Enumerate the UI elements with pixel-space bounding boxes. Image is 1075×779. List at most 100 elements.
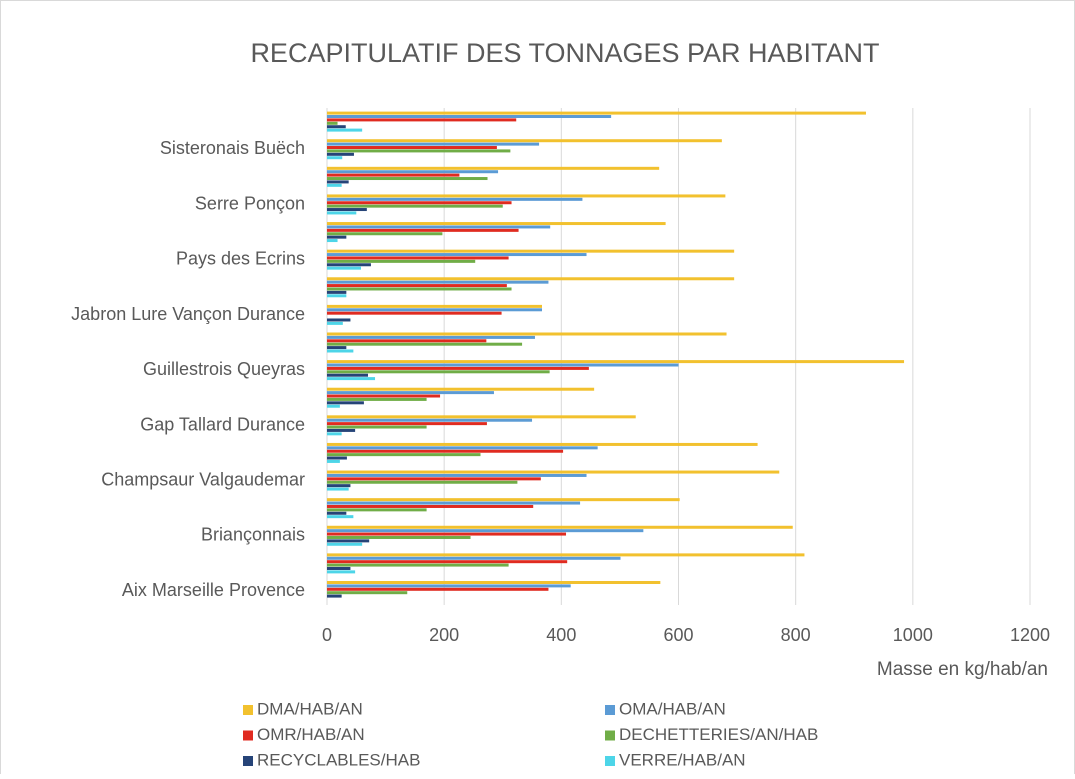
bar bbox=[327, 287, 512, 291]
bar bbox=[327, 587, 549, 591]
bar bbox=[327, 239, 338, 243]
bar bbox=[327, 584, 571, 588]
bar bbox=[327, 197, 583, 201]
bar bbox=[327, 473, 587, 477]
legend-label: OMR/HAB/AN bbox=[257, 725, 365, 744]
bar bbox=[327, 591, 408, 595]
bar bbox=[327, 470, 780, 474]
bar bbox=[327, 553, 805, 557]
x-axis-label: Masse en kg/hab/an bbox=[877, 659, 1048, 680]
bar bbox=[327, 349, 354, 353]
bar bbox=[327, 580, 661, 584]
bar bbox=[327, 442, 758, 446]
bar bbox=[327, 256, 509, 260]
bar bbox=[327, 404, 340, 408]
bar bbox=[327, 570, 356, 574]
bar bbox=[327, 121, 338, 125]
bar bbox=[327, 498, 680, 502]
bar bbox=[327, 115, 612, 119]
bar bbox=[327, 284, 507, 288]
bar bbox=[327, 432, 342, 436]
bar bbox=[327, 228, 519, 232]
bar bbox=[327, 532, 567, 536]
bar bbox=[327, 504, 534, 508]
bar bbox=[327, 201, 512, 205]
y-tick-label: Aix Marseille Provence bbox=[122, 580, 305, 600]
bar bbox=[327, 425, 427, 429]
bar bbox=[327, 304, 543, 308]
bar bbox=[327, 360, 905, 364]
bar bbox=[327, 449, 564, 453]
bar bbox=[327, 387, 595, 391]
legend-swatch bbox=[605, 730, 615, 741]
bar bbox=[327, 370, 550, 374]
bar bbox=[327, 277, 735, 281]
legend-label: RECYCLABLES/HAB bbox=[257, 750, 420, 769]
x-tick-label: 200 bbox=[429, 625, 459, 645]
bar bbox=[327, 308, 543, 312]
bar bbox=[327, 401, 364, 405]
bar bbox=[327, 418, 533, 422]
bar bbox=[327, 208, 367, 212]
y-tick-label: Pays des Ecrins bbox=[176, 249, 305, 269]
bar bbox=[327, 183, 342, 187]
bar bbox=[327, 508, 427, 512]
bar bbox=[327, 525, 793, 529]
bar bbox=[327, 542, 363, 546]
bar bbox=[327, 222, 666, 226]
bar bbox=[327, 560, 568, 564]
y-tick-label: Sisteronais Buëch bbox=[160, 138, 305, 158]
bar bbox=[327, 177, 488, 181]
x-tick-label: 800 bbox=[781, 625, 811, 645]
bar bbox=[327, 180, 349, 184]
bar bbox=[327, 166, 660, 170]
bar bbox=[327, 259, 476, 263]
bar bbox=[327, 511, 347, 515]
bar bbox=[327, 397, 427, 401]
bar bbox=[327, 173, 460, 177]
bar bbox=[327, 128, 363, 132]
bar bbox=[327, 415, 636, 419]
y-tick-label: Gap Tallard Durance bbox=[140, 414, 305, 434]
legend-swatch bbox=[243, 756, 253, 766]
bar bbox=[327, 487, 349, 491]
bar bbox=[327, 556, 621, 560]
bar bbox=[327, 211, 357, 215]
bar bbox=[327, 563, 509, 567]
bar bbox=[327, 249, 735, 253]
bar bbox=[327, 332, 727, 336]
bar bbox=[327, 342, 523, 346]
bar bbox=[327, 453, 481, 457]
bar bbox=[327, 535, 471, 539]
legend-label: DMA/HAB/AN bbox=[257, 699, 363, 718]
bar bbox=[327, 321, 343, 325]
legend-label: VERRE/HAB/AN bbox=[619, 750, 746, 769]
y-tick-label: Champsaur Valgaudemar bbox=[101, 470, 305, 490]
bar bbox=[327, 318, 351, 322]
chart-title: RECAPITULATIF DES TONNAGES PAR HABITANT bbox=[250, 38, 879, 68]
bar bbox=[327, 266, 361, 270]
x-tick-label: 400 bbox=[546, 625, 576, 645]
bar bbox=[327, 225, 551, 229]
x-tick-label: 1200 bbox=[1010, 625, 1050, 645]
bar bbox=[327, 204, 503, 208]
bar bbox=[327, 253, 587, 257]
bar bbox=[327, 290, 347, 294]
bar bbox=[327, 566, 351, 570]
bar bbox=[327, 446, 598, 450]
x-tick-label: 0 bbox=[322, 625, 332, 645]
bar bbox=[327, 515, 354, 519]
bar bbox=[327, 194, 726, 198]
bar bbox=[327, 263, 371, 267]
bar bbox=[327, 456, 347, 460]
bar bbox=[327, 118, 517, 122]
bar bbox=[327, 459, 340, 463]
legend-swatch bbox=[605, 756, 615, 766]
y-tick-label: Serre Ponçon bbox=[195, 193, 305, 213]
x-tick-label: 600 bbox=[663, 625, 693, 645]
bar bbox=[327, 391, 494, 395]
bar bbox=[327, 363, 679, 367]
bar bbox=[327, 377, 376, 381]
bar bbox=[327, 232, 443, 236]
